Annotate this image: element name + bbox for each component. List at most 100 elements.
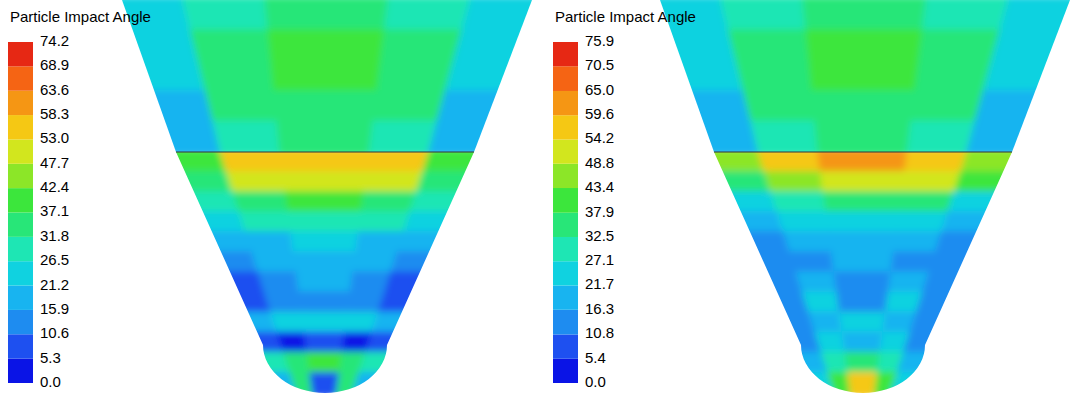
surface-cell <box>226 332 285 354</box>
colorbar-title: Particle Impact Angle <box>555 8 696 25</box>
surface-cell <box>264 292 303 314</box>
colorbar-segment <box>553 188 578 213</box>
surface-cell <box>795 272 838 294</box>
colorbar-tick-label: 43.4 <box>585 178 614 195</box>
surface-cell <box>101 29 199 61</box>
seam <box>176 152 474 153</box>
colorbar-tick-label: 75.9 <box>585 32 614 49</box>
colorbar-segment <box>553 261 578 285</box>
surface <box>90 0 565 156</box>
surface-cell <box>808 60 920 92</box>
colorbar-segment <box>553 115 578 139</box>
surface-cell <box>991 29 1075 61</box>
colorbar-segment <box>553 91 578 115</box>
surface-cell <box>896 352 953 374</box>
colorbar-segment <box>553 66 578 91</box>
colorbar-segment <box>553 139 578 163</box>
surface-cell <box>298 292 352 314</box>
surface-cell <box>436 90 528 122</box>
surface-cell <box>825 211 900 233</box>
surface-cell <box>755 312 817 334</box>
surface-cell <box>728 29 811 61</box>
surface-cell <box>909 312 971 334</box>
colorbar-tick-label: 70.5 <box>585 56 614 73</box>
surface-cell <box>661 90 752 122</box>
surface-cell <box>358 211 412 233</box>
surface-cell <box>746 292 811 314</box>
surface-cell <box>358 352 415 374</box>
colorbar: 0.05.310.615.921.226.531.837.142.447.753… <box>8 32 69 390</box>
surface-cell <box>983 60 1075 92</box>
surface-cell <box>309 372 341 396</box>
seam <box>714 152 1012 153</box>
surface-cell <box>276 332 308 354</box>
surface-cell <box>287 211 362 233</box>
panel: 0.05.410.816.321.727.132.537.943.448.854… <box>553 0 1075 396</box>
surface-cell <box>701 191 779 213</box>
surface-cell <box>941 211 1017 233</box>
colorbar-tick-label: 68.9 <box>40 56 69 73</box>
surface <box>681 148 1045 396</box>
surface-cell <box>828 231 898 253</box>
colorbar-tick-label: 10.8 <box>585 324 614 341</box>
surface-cell <box>639 29 737 61</box>
colorbar-segment <box>8 334 33 358</box>
surface-cell <box>301 312 349 334</box>
surface-cell <box>377 292 442 314</box>
surface-cell <box>190 29 273 61</box>
surface-cell <box>906 121 977 156</box>
surface-cell <box>190 251 260 273</box>
colorbar-segment <box>8 115 33 139</box>
surface-cell <box>915 292 980 314</box>
surface-cell <box>898 191 956 213</box>
surface-cell <box>914 60 993 92</box>
surface-cell <box>710 211 786 233</box>
colorbar-tick-label: 26.5 <box>40 251 69 268</box>
colorbar-tick-label: 10.6 <box>40 324 69 341</box>
surface-cell <box>802 292 841 314</box>
surface-cell <box>217 312 279 334</box>
colorbar-segment <box>553 334 578 358</box>
panel: 0.05.310.615.921.226.531.837.142.447.753… <box>8 0 565 396</box>
surface-cell <box>409 191 487 213</box>
colorbar-segment <box>8 66 33 90</box>
surface-cell <box>371 312 433 334</box>
colorbar-tick-label: 21.7 <box>585 275 614 292</box>
surface-cell <box>123 90 214 122</box>
surface-cell <box>965 121 1055 156</box>
surface-cell <box>290 231 360 253</box>
colorbar-tick-label: 59.6 <box>585 105 614 122</box>
surface-cell <box>918 29 1002 61</box>
surface-cell <box>770 191 828 213</box>
colorbar-tick-label: 37.9 <box>585 203 614 220</box>
surface-cell <box>112 60 207 92</box>
colorbar-segment <box>8 164 33 188</box>
surface-cell <box>293 251 358 273</box>
colorbar-segment <box>8 188 33 212</box>
surface-cell <box>251 251 298 273</box>
colorbar: 0.05.410.816.321.727.132.537.943.448.854… <box>553 32 614 390</box>
surface-cell <box>212 121 282 156</box>
surface-cell <box>922 0 1011 31</box>
surface-cell <box>415 171 496 193</box>
colorbar-tick-label: 16.3 <box>585 300 614 317</box>
surface-cell <box>839 312 887 334</box>
surface-cell <box>396 231 469 253</box>
surface-cell <box>735 60 813 92</box>
surface-cells <box>90 0 565 156</box>
surface-cell <box>199 272 267 294</box>
surface-cell <box>226 171 287 193</box>
colorbar-segment <box>8 286 33 310</box>
colorbar-tick-label: 5.3 <box>40 349 61 366</box>
surface-cell <box>208 292 273 314</box>
colorbar-tick-label: 21.2 <box>40 276 69 293</box>
surface-cell <box>831 251 896 273</box>
colorbar-segment <box>8 139 33 163</box>
surface-cell <box>814 332 846 354</box>
surface-cells <box>143 148 507 396</box>
colorbar-tick-label: 74.2 <box>40 32 69 49</box>
colorbar-segment <box>553 42 578 66</box>
surface-cell <box>692 171 773 193</box>
surface-cell <box>368 121 439 156</box>
colorbar-tick-label: 54.2 <box>585 129 614 146</box>
